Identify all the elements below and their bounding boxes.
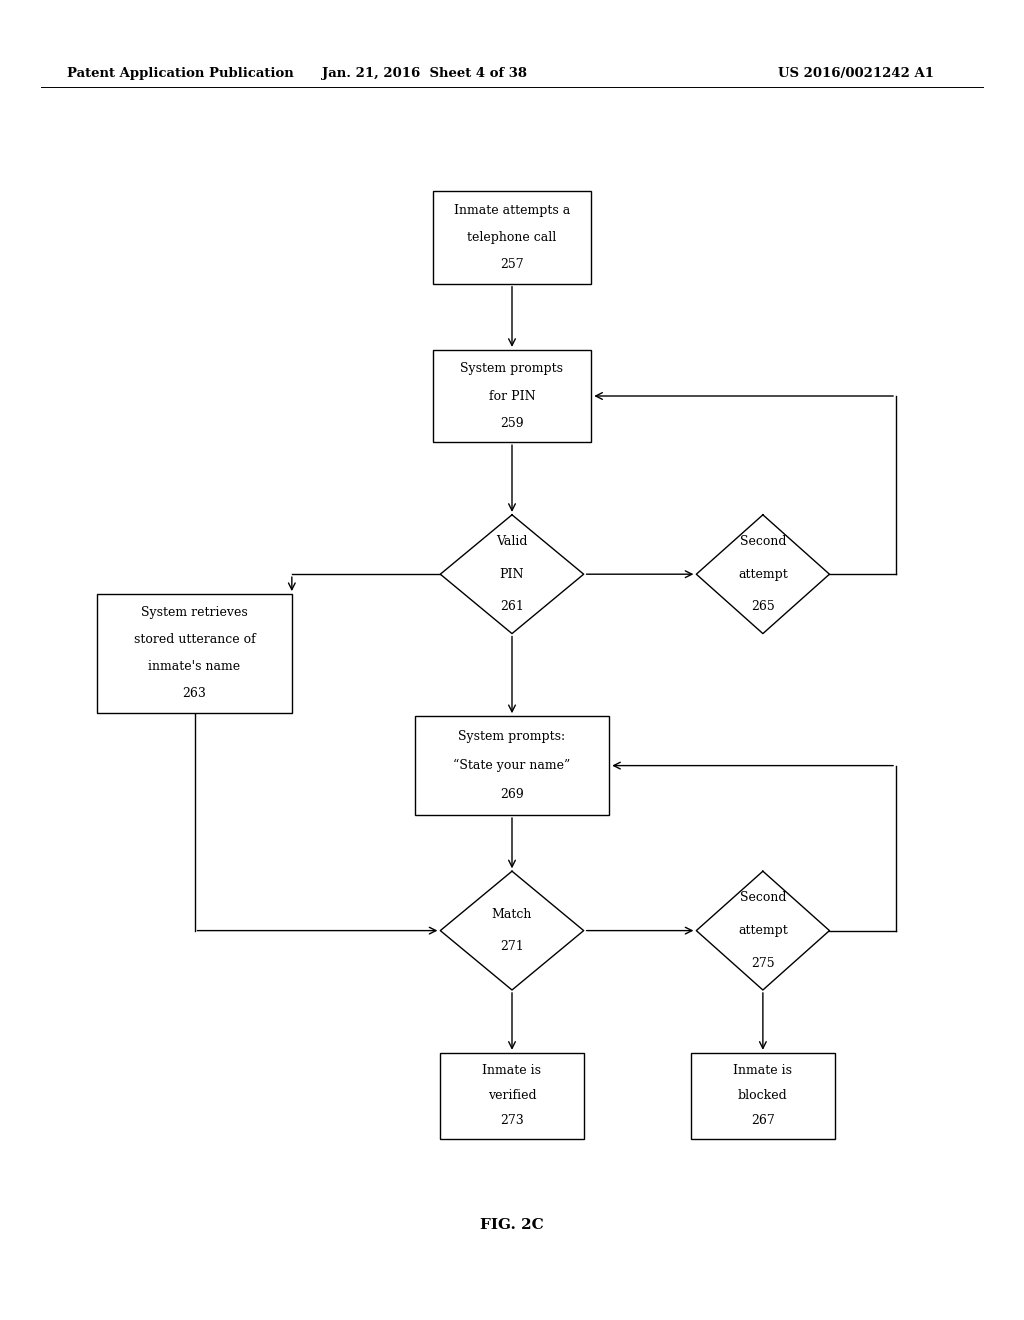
Text: US 2016/0021242 A1: US 2016/0021242 A1 bbox=[778, 67, 934, 81]
FancyBboxPatch shape bbox=[432, 350, 592, 442]
Text: 273: 273 bbox=[500, 1114, 524, 1127]
Text: Inmate is: Inmate is bbox=[482, 1064, 542, 1077]
FancyBboxPatch shape bbox=[415, 715, 609, 814]
Text: Inmate is: Inmate is bbox=[733, 1064, 793, 1077]
Text: 261: 261 bbox=[500, 601, 524, 614]
Text: Patent Application Publication: Patent Application Publication bbox=[67, 67, 293, 81]
Text: Valid: Valid bbox=[497, 535, 527, 548]
Text: for PIN: for PIN bbox=[488, 389, 536, 403]
Text: 265: 265 bbox=[751, 601, 775, 614]
FancyBboxPatch shape bbox=[440, 1053, 584, 1138]
Text: attempt: attempt bbox=[738, 568, 787, 581]
Text: FIG. 2C: FIG. 2C bbox=[480, 1218, 544, 1232]
Text: System retrieves: System retrieves bbox=[141, 606, 248, 619]
Text: System prompts:: System prompts: bbox=[459, 730, 565, 743]
Text: 275: 275 bbox=[751, 957, 775, 970]
FancyBboxPatch shape bbox=[432, 191, 592, 284]
Text: inmate's name: inmate's name bbox=[148, 660, 241, 673]
Text: 267: 267 bbox=[751, 1114, 775, 1127]
FancyBboxPatch shape bbox=[691, 1053, 835, 1138]
Text: Match: Match bbox=[492, 908, 532, 921]
Text: telephone call: telephone call bbox=[467, 231, 557, 244]
Text: 259: 259 bbox=[500, 417, 524, 430]
Text: 257: 257 bbox=[500, 259, 524, 272]
Text: Jan. 21, 2016  Sheet 4 of 38: Jan. 21, 2016 Sheet 4 of 38 bbox=[323, 67, 527, 81]
Text: 269: 269 bbox=[500, 788, 524, 801]
Text: PIN: PIN bbox=[500, 568, 524, 581]
Text: Second: Second bbox=[739, 535, 786, 548]
Text: attempt: attempt bbox=[738, 924, 787, 937]
Text: 271: 271 bbox=[500, 940, 524, 953]
Text: verified: verified bbox=[487, 1089, 537, 1102]
Text: Inmate attempts a: Inmate attempts a bbox=[454, 203, 570, 216]
Text: System prompts: System prompts bbox=[461, 362, 563, 375]
Text: 263: 263 bbox=[182, 688, 207, 701]
Text: stored utterance of: stored utterance of bbox=[134, 634, 255, 647]
Text: Second: Second bbox=[739, 891, 786, 904]
FancyBboxPatch shape bbox=[97, 594, 292, 713]
Text: blocked: blocked bbox=[738, 1089, 787, 1102]
Text: “State your name”: “State your name” bbox=[454, 759, 570, 772]
